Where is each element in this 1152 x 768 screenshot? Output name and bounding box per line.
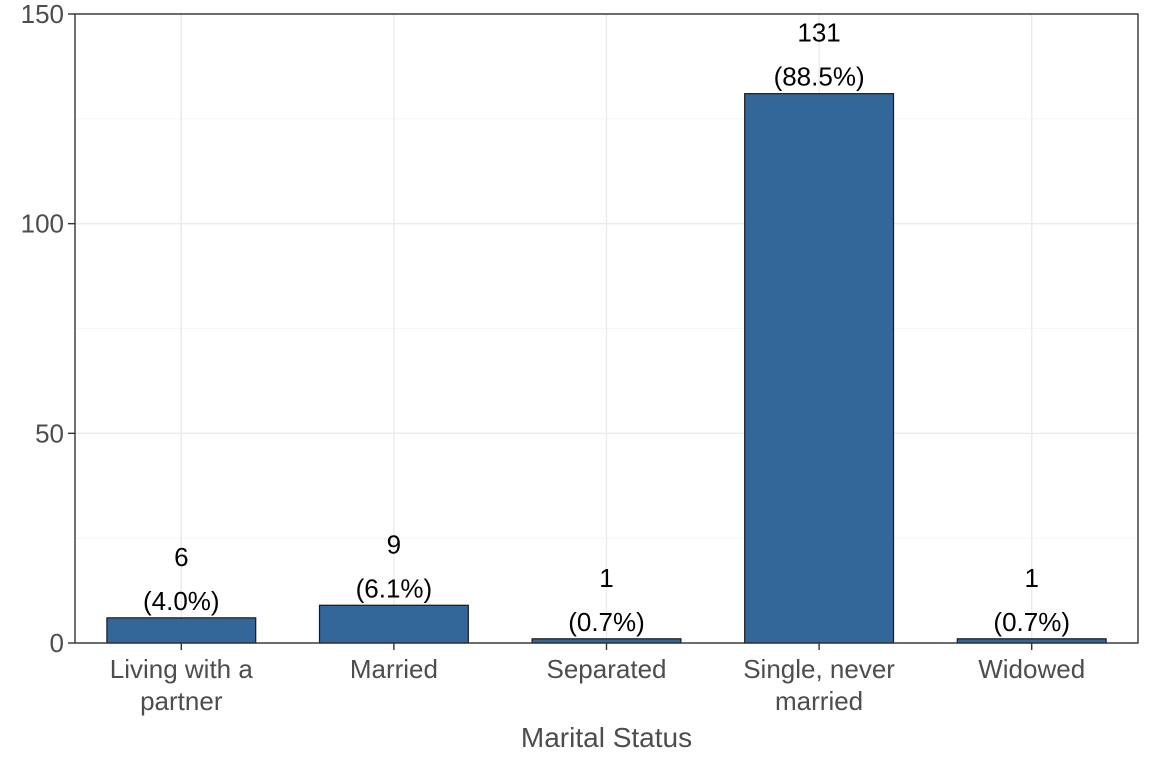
data-labels: (4.0%) 6 (6.1%) 9 (0.7%) 1 (88.5%) 131 (0.7%) 1 [143,18,1070,637]
y-tick-label: 0 [50,628,64,658]
y-tick-label: 50 [35,418,64,448]
x-tick-label: Living with a partner [110,654,254,716]
data-label-percent: (88.5%) [774,62,865,92]
y-tick-label: 100 [21,209,64,239]
bar [744,93,895,644]
data-label-percent: (4.0%) [143,586,220,616]
x-tick-label: Separated [547,654,667,684]
x-tick-label: Married [350,654,438,684]
y-axis: 0 50 100 150 [21,0,75,658]
x-axis-title: Marital Status [521,722,692,753]
data-label-count: 1 [1024,563,1038,593]
grid-lines [75,13,1138,644]
data-label-percent: (0.7%) [993,607,1070,637]
bar [106,617,257,644]
data-label-count: 131 [797,18,840,48]
y-tick-label: 150 [21,0,64,29]
x-tick-label: Single, never married [743,654,895,716]
data-label-count: 6 [174,542,188,572]
data-label-percent: (6.1%) [356,573,433,603]
data-label-percent: (0.7%) [568,607,645,637]
data-label-count: 1 [599,563,613,593]
x-axis: Living with a partner Married Separated Sing… [110,643,1085,716]
bar [318,604,469,644]
data-label-count: 9 [387,529,401,559]
bars [106,93,1107,644]
x-tick-label: Widowed [978,654,1085,684]
